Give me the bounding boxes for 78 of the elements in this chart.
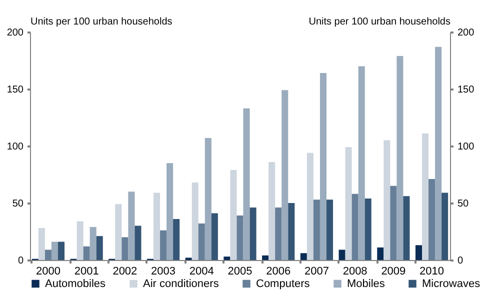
y2-tick-label: 200 (458, 28, 475, 38)
x-tick-label: 2008 (342, 266, 368, 278)
legend-label: Automobiles (45, 278, 106, 290)
bar (90, 226, 96, 260)
bar (224, 256, 230, 260)
bar (288, 203, 295, 260)
bar (96, 236, 103, 260)
bar (115, 204, 122, 260)
bar (435, 46, 442, 260)
legend-label: Mobiles (347, 278, 386, 290)
y-axis-title: Units per 100 urban households (30, 16, 172, 28)
bar (250, 208, 256, 260)
bar (306, 152, 314, 260)
bar (134, 226, 142, 260)
bar (192, 182, 198, 260)
y2-tick-label: 100 (458, 142, 475, 152)
bar (422, 133, 429, 260)
y-tick-label: 50 (12, 198, 24, 210)
bar (51, 242, 58, 260)
bar (160, 230, 167, 260)
x-tick-label: 2002 (112, 266, 138, 278)
x-tick-label: 2007 (304, 266, 329, 278)
bar (428, 179, 436, 260)
bar (282, 90, 288, 260)
bar (364, 198, 372, 260)
x-tick-label: 2003 (151, 266, 176, 278)
bar (396, 56, 404, 260)
y2-tick-label: 50 (458, 198, 470, 210)
bar (403, 196, 410, 260)
x-tick-label: 2010 (420, 266, 444, 278)
bar (58, 242, 65, 260)
legend-label: Microwaves (422, 278, 481, 290)
bar (268, 162, 276, 260)
x-tick-label: 2009 (381, 266, 406, 278)
bar (415, 245, 422, 260)
bar (243, 108, 250, 260)
bar (384, 140, 390, 260)
bar (345, 147, 352, 260)
x-tick-label: 2000 (36, 266, 60, 278)
bar (154, 192, 160, 260)
y-tick-label: 100 (6, 142, 24, 152)
bar (275, 208, 282, 260)
bar (338, 250, 346, 260)
y2-axis-title: Units per 100 urban households (308, 16, 450, 28)
x-tick-label: 2005 (228, 266, 252, 278)
bar (211, 213, 218, 260)
bar (377, 247, 384, 260)
x-tick-label: 2006 (266, 266, 291, 278)
bar (38, 228, 45, 260)
bar (442, 192, 448, 260)
bar (128, 192, 135, 260)
bar (166, 163, 174, 260)
bar (44, 250, 52, 260)
x-tick-label: 2001 (74, 266, 99, 278)
bar (390, 186, 397, 260)
bar (358, 66, 365, 260)
y-tick-label: 200 (6, 28, 24, 38)
y-tick-label: 150 (6, 84, 24, 96)
y2-tick-label: 0 (458, 256, 464, 266)
bar (173, 218, 180, 260)
bar (83, 246, 90, 260)
bar (230, 170, 237, 260)
bar (352, 194, 358, 260)
bar (262, 255, 269, 260)
y-tick-label: 0 (18, 256, 24, 266)
bar (122, 237, 128, 260)
bar (326, 200, 334, 260)
bar (76, 221, 84, 260)
bar (204, 138, 212, 260)
legend-label: Air conditioners (143, 278, 220, 290)
bar (320, 73, 326, 260)
bar (236, 216, 244, 260)
bar (300, 253, 307, 260)
bar (313, 200, 320, 260)
x-tick-label: 2004 (189, 266, 214, 278)
legend-label: Computers (256, 278, 310, 290)
y2-tick-label: 150 (458, 84, 475, 96)
bar (198, 224, 205, 260)
